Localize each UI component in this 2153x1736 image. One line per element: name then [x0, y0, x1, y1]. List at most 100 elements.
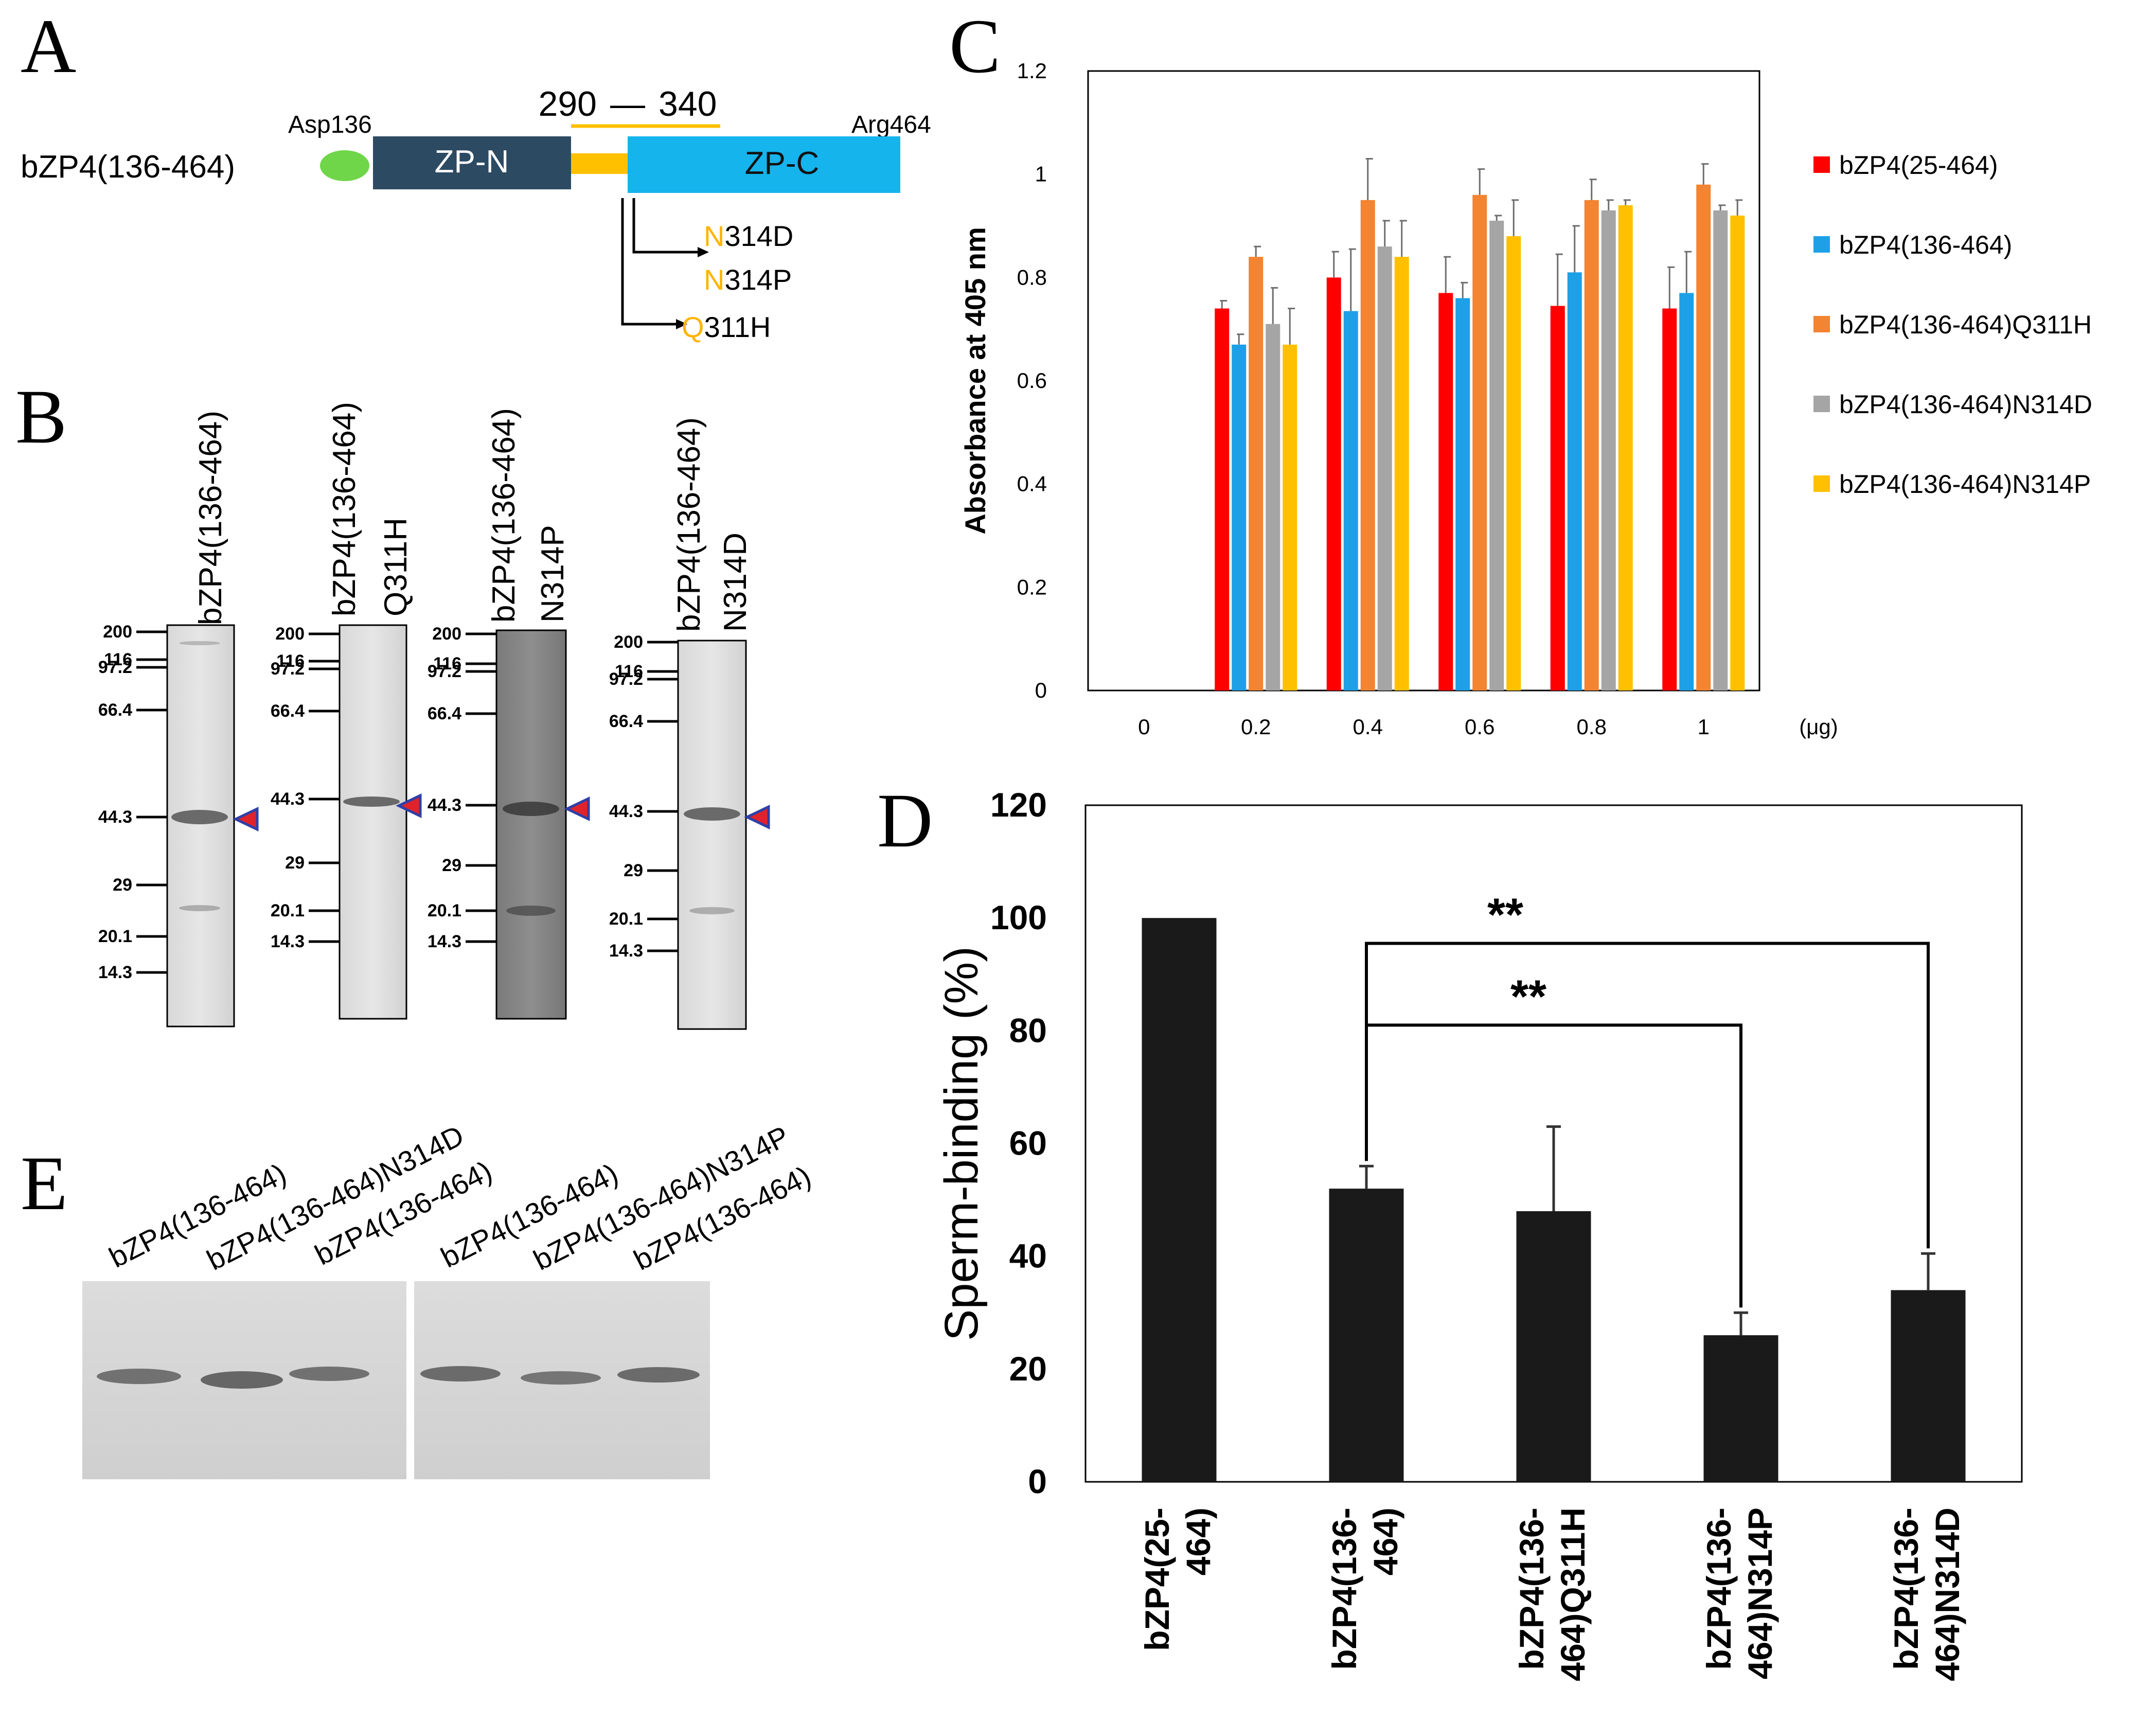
gel-3-main-band: [503, 802, 559, 816]
chart-c: 0 0.2 0.4 0.6 0.8 1 1.2 Absorbance at 405 nm 0 0.…: [959, 59, 2092, 739]
chart-c-xtick-label: 0.6: [1465, 715, 1494, 739]
chart-c-bar: [1249, 257, 1264, 690]
gel-4-marker-label: 200: [614, 632, 643, 652]
chart-c-bar: [1730, 215, 1745, 690]
panel-e-gels: bZP4(136-464) bZP4(136-464)N314D bZP4(13…: [82, 1119, 816, 1479]
chart-c-bar: [1343, 311, 1358, 690]
chart-d-significance-label: **: [1510, 971, 1546, 1022]
gel-3-marker-label: 66.4: [428, 704, 461, 723]
chart-d-xtick-line: 464): [1366, 1508, 1404, 1575]
gel-2-marker-label: 20.1: [271, 901, 305, 920]
linker-segment: [571, 153, 628, 174]
chart-c-ytick-label: 0.6: [1017, 368, 1047, 393]
gel-marker-layer: 20011697.266.444.32920.114.320011697.266…: [98, 622, 678, 982]
chart-c-bar: [1506, 236, 1521, 691]
gel-3-minor-band: [506, 906, 556, 916]
mutation-n314p-aa: N: [704, 263, 724, 296]
chart-c-legend-label: bZP4(136-464)N314D: [1839, 390, 2092, 419]
chart-c-legend-label: bZP4(136-464)N314P: [1839, 470, 2091, 499]
chart-c-legend-label: bZP4(136-464): [1839, 231, 2012, 259]
chart-c-bar: [1232, 344, 1247, 690]
gel-4-marker-label: 66.4: [609, 712, 643, 731]
gel-3-marker-label: 97.2: [428, 662, 461, 681]
chart-c-bar: [1584, 200, 1599, 690]
chart-c-bar: [1283, 344, 1297, 690]
gel-2-marker-label: 29: [285, 853, 305, 873]
gel-1-marker-label: 200: [103, 622, 132, 642]
gel-e-lane-label-1: bZP4(136-464): [104, 1157, 291, 1274]
gel-2-marker-label: 116: [276, 651, 305, 671]
chart-d-bar: [1142, 918, 1217, 1482]
arrow-n314d-head: [698, 247, 709, 257]
chart-d-xtick-label: bZP4(136-464): [1325, 1508, 1404, 1670]
gel-4-band-arrow: [744, 805, 770, 829]
panel-b-gels: bZP4(136-464) bZP4(136-464) Q311H bZP4(1…: [166, 402, 770, 1030]
chart-c-xtick-label: 0.8: [1577, 715, 1607, 739]
gel-e-band-6: [617, 1367, 700, 1383]
mutation-q311h: Q311H: [682, 311, 771, 343]
chart-c-legend-label: bZP4(136-464)Q311H: [1839, 310, 2092, 339]
chart-c-bar: [1266, 324, 1280, 690]
mutation-n314d: N314D: [704, 220, 793, 252]
chart-c-bar: [1489, 220, 1504, 690]
gel-4-minor-band: [689, 907, 735, 914]
chart-d-bar: [1329, 1189, 1404, 1482]
chart-c-ytick-label: 0: [1035, 678, 1047, 702]
chart-d-ytick-label: 80: [1009, 1011, 1047, 1049]
chart-c-xtick-label: 1: [1698, 715, 1710, 739]
gel-4-main-band: [684, 807, 740, 821]
gel-3: bZP4(136-464) N314P: [486, 408, 590, 1020]
gel-4-lane: [677, 640, 747, 1030]
gel-4-label-line1: bZP4(136-464): [671, 417, 707, 632]
gel-3-marker-label: 20.1: [428, 901, 461, 920]
chart-d-ytick-label: 40: [1009, 1237, 1047, 1275]
mutation-n314p: N314P: [704, 263, 792, 296]
gel-1-label: bZP4(136-464): [193, 411, 228, 625]
chart-c-ylabel: Absorbance at 405 nm: [959, 227, 991, 535]
chart-c-bar: [1713, 210, 1728, 690]
gel-1: bZP4(136-464): [166, 411, 259, 1028]
chart-d-xtick-line: 464): [1179, 1508, 1217, 1575]
mutation-n314p-pos: 314P: [724, 263, 792, 296]
chart-c-bar: [1472, 194, 1487, 690]
chart-d-bar: [1703, 1335, 1778, 1482]
chart-d-significance-label: **: [1487, 889, 1523, 941]
chart-d-bar: [1516, 1211, 1591, 1482]
chart-d-ytick-label: 120: [990, 786, 1047, 824]
zp-n-label: ZP-N: [435, 144, 509, 180]
chart-d-xtick-line: bZP4(25-: [1138, 1508, 1176, 1651]
gel-2-label-line2: Q311H: [378, 518, 414, 616]
chart-c-bar: [1438, 293, 1453, 690]
chart-c-bar: [1326, 277, 1341, 690]
gel-3-marker-label: 44.3: [428, 795, 461, 815]
zp-n-domain: [373, 136, 571, 189]
chart-c-bar: [1567, 272, 1582, 690]
chart-c-ytick-label: 1.2: [1017, 59, 1047, 83]
gel-4-marker-label: 20.1: [609, 909, 643, 929]
arrow-q311h: [621, 198, 678, 326]
chart-c-ytick-label: 1: [1035, 162, 1047, 186]
gel-3-marker-label: 116: [433, 654, 461, 674]
chart-d-xtick-line: bZP4(136-: [1887, 1508, 1925, 1670]
panel-letter-b: B: [15, 374, 67, 459]
gel-1-main-band: [171, 810, 228, 824]
chart-c-legend-swatch: [1813, 156, 1830, 173]
chart-d-xtick-label: bZP4(136-464)N314P: [1700, 1508, 1779, 1679]
gel-1-top-band: [179, 641, 220, 645]
chart-c-bar: [1394, 257, 1409, 690]
end-residue-label: Arg464: [851, 111, 931, 138]
gel-4-marker-label: 14.3: [609, 941, 643, 961]
chart-c-legend-swatch: [1813, 475, 1830, 492]
chart-c-xtick-label: 0.2: [1241, 715, 1271, 739]
gel-1-lane: [166, 624, 235, 1028]
chart-d-ytick-label: 100: [990, 898, 1047, 936]
gel-2-band-arrow: [396, 793, 422, 818]
chart-c-legend-swatch: [1813, 316, 1830, 332]
gel-1-minor-band: [179, 905, 220, 911]
gel-e-band-4: [420, 1366, 501, 1381]
gel-e-band-2: [201, 1371, 283, 1389]
zp-c-label: ZP-C: [745, 146, 820, 181]
chart-c-x-unit: (μg): [1799, 715, 1838, 739]
zp-c-domain: [628, 136, 900, 193]
